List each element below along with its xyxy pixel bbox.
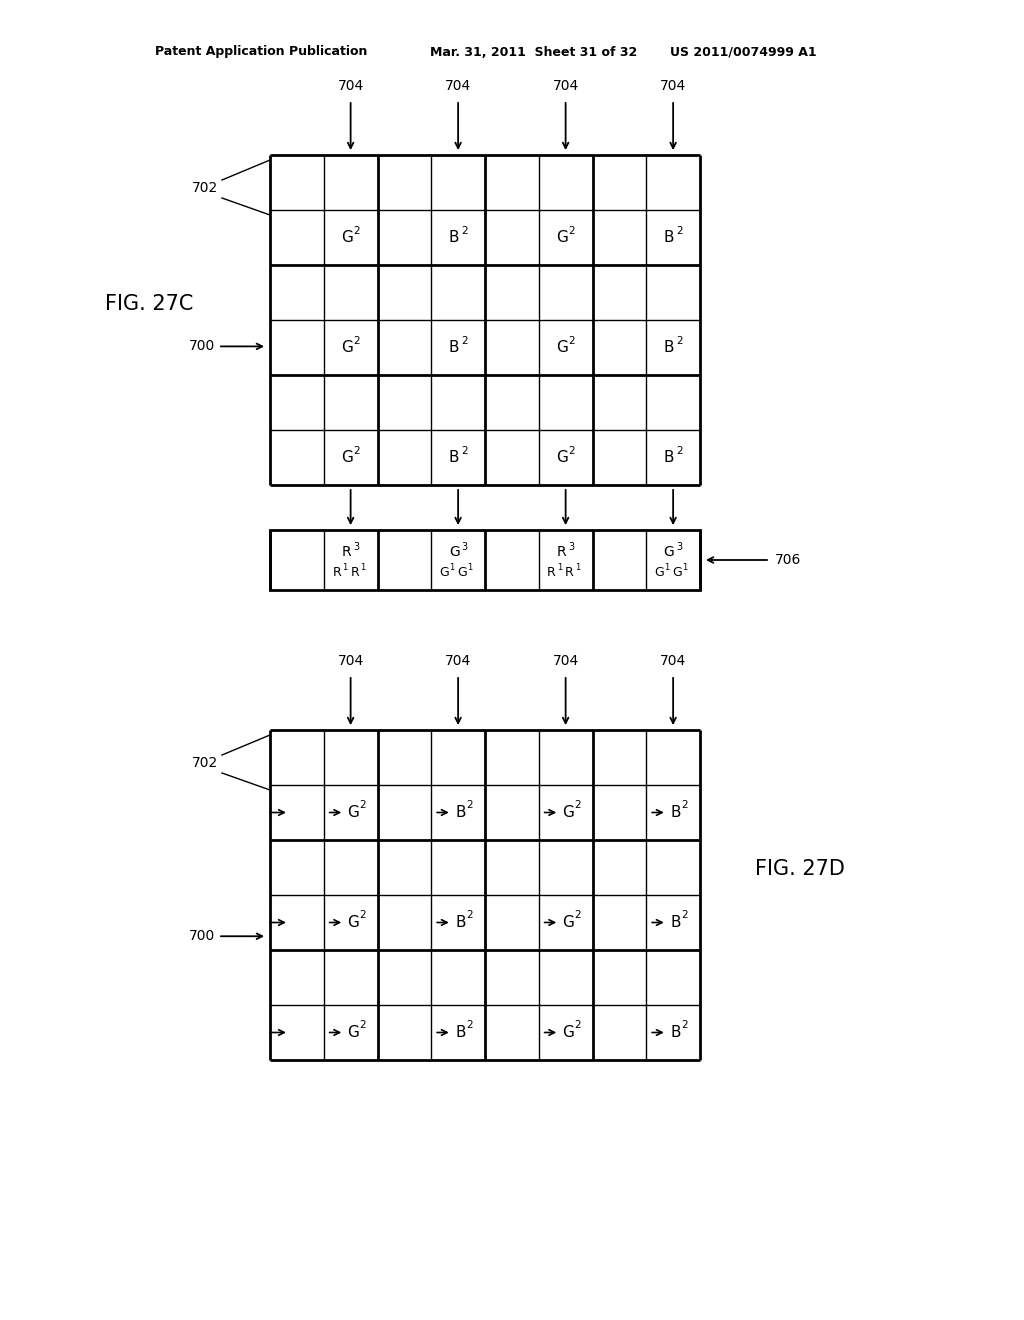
Text: R: R: [350, 565, 359, 578]
Text: G: G: [562, 915, 574, 931]
Text: 2: 2: [461, 446, 467, 455]
Text: 704: 704: [553, 79, 579, 92]
Text: 706: 706: [775, 553, 802, 568]
Text: G: G: [439, 565, 449, 578]
Text: 1: 1: [665, 564, 670, 573]
Text: 2: 2: [676, 226, 682, 235]
Text: B: B: [456, 1026, 466, 1040]
Text: 3: 3: [461, 541, 467, 552]
Text: B: B: [456, 805, 466, 820]
Text: B: B: [449, 341, 460, 355]
Text: B: B: [664, 450, 675, 465]
Text: 2: 2: [461, 226, 467, 235]
Text: G: G: [347, 915, 359, 931]
Text: 704: 704: [553, 653, 579, 668]
Text: 3: 3: [568, 541, 574, 552]
Text: 2: 2: [359, 800, 366, 810]
Text: 700: 700: [188, 339, 215, 354]
Text: 2: 2: [353, 335, 360, 346]
Bar: [270, 531, 700, 590]
Text: 702: 702: [191, 756, 218, 770]
Text: 700: 700: [188, 929, 215, 944]
Text: 2: 2: [467, 911, 473, 920]
Text: 2: 2: [467, 1020, 473, 1031]
Text: B: B: [456, 915, 466, 931]
Text: 2: 2: [676, 446, 682, 455]
Text: 704: 704: [338, 79, 364, 92]
Text: 2: 2: [461, 335, 467, 346]
Text: 1: 1: [683, 564, 688, 573]
Text: B: B: [671, 805, 681, 820]
Text: FIG. 27D: FIG. 27D: [755, 858, 845, 879]
Text: B: B: [671, 1026, 681, 1040]
Text: FIG. 27C: FIG. 27C: [105, 293, 194, 314]
Text: B: B: [664, 341, 675, 355]
Text: G: G: [449, 545, 460, 558]
Text: 3: 3: [676, 541, 682, 552]
Text: 2: 2: [682, 911, 688, 920]
Text: 704: 704: [445, 653, 471, 668]
Text: US 2011/0074999 A1: US 2011/0074999 A1: [670, 45, 816, 58]
Text: G: G: [672, 565, 682, 578]
Text: 2: 2: [467, 800, 473, 810]
Text: R: R: [342, 545, 351, 558]
Text: B: B: [449, 230, 460, 246]
Text: G: G: [347, 805, 359, 820]
Text: 704: 704: [660, 79, 686, 92]
Text: B: B: [449, 450, 460, 465]
Text: 2: 2: [574, 911, 581, 920]
Text: G: G: [562, 1026, 574, 1040]
Text: G: G: [341, 450, 352, 465]
Text: B: B: [671, 915, 681, 931]
Text: Patent Application Publication: Patent Application Publication: [155, 45, 368, 58]
Text: G: G: [556, 230, 567, 246]
Text: R: R: [565, 565, 574, 578]
Text: 2: 2: [568, 446, 574, 455]
Text: G: G: [664, 545, 675, 558]
Text: 2: 2: [568, 226, 574, 235]
Text: 1: 1: [557, 564, 562, 573]
Text: 2: 2: [359, 1020, 366, 1031]
Text: R: R: [557, 545, 566, 558]
Text: 2: 2: [359, 911, 366, 920]
Text: 704: 704: [338, 653, 364, 668]
Text: G: G: [654, 565, 664, 578]
Text: 704: 704: [445, 79, 471, 92]
Text: G: G: [347, 1026, 359, 1040]
Text: 2: 2: [568, 335, 574, 346]
Text: R: R: [332, 565, 341, 578]
Text: 2: 2: [682, 800, 688, 810]
Text: G: G: [562, 805, 574, 820]
Text: 2: 2: [682, 1020, 688, 1031]
Text: 1: 1: [450, 564, 455, 573]
Text: 1: 1: [360, 564, 366, 573]
Text: 2: 2: [353, 446, 360, 455]
Text: 1: 1: [575, 564, 581, 573]
Text: Mar. 31, 2011  Sheet 31 of 32: Mar. 31, 2011 Sheet 31 of 32: [430, 45, 637, 58]
Text: 2: 2: [676, 335, 682, 346]
Text: 2: 2: [574, 800, 581, 810]
Text: G: G: [341, 341, 352, 355]
Text: 3: 3: [353, 541, 359, 552]
Text: G: G: [341, 230, 352, 246]
Text: 704: 704: [660, 653, 686, 668]
Text: G: G: [556, 450, 567, 465]
Text: G: G: [556, 341, 567, 355]
Text: B: B: [664, 230, 675, 246]
Text: 2: 2: [574, 1020, 581, 1031]
Text: 2: 2: [353, 226, 360, 235]
Text: 1: 1: [342, 564, 347, 573]
Text: R: R: [547, 565, 556, 578]
Text: 1: 1: [468, 564, 473, 573]
Text: 702: 702: [191, 181, 218, 195]
Text: G: G: [458, 565, 467, 578]
